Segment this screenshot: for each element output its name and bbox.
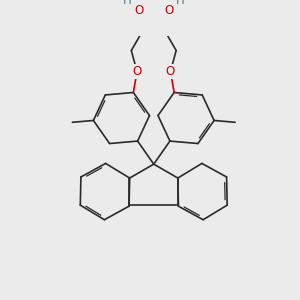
Text: O: O (134, 4, 143, 17)
Text: H: H (122, 0, 131, 7)
Text: O: O (164, 4, 173, 17)
Text: H: H (176, 0, 185, 7)
Text: O: O (166, 65, 175, 78)
Text: O: O (132, 65, 142, 78)
